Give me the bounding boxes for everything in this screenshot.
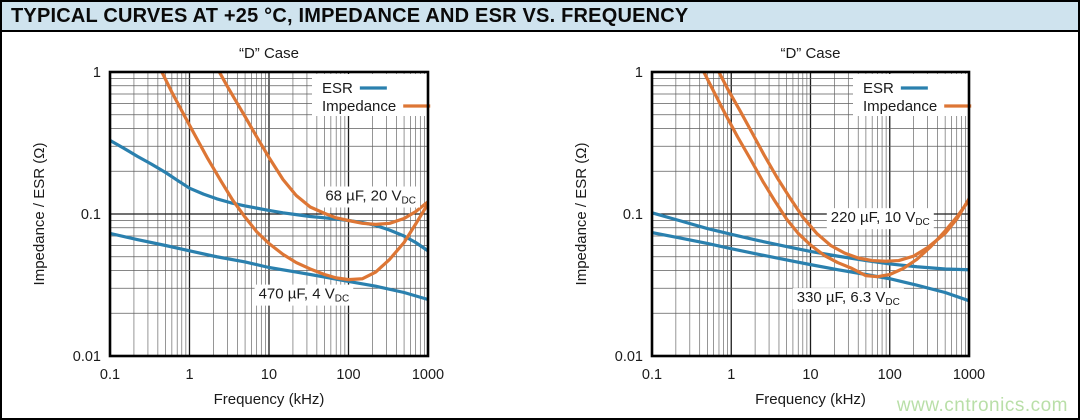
x-axis-label: Frequency (kHz) [755, 391, 866, 408]
plot-frame [650, 70, 971, 358]
x-tick-label: 100 [878, 367, 902, 383]
annotation-text: 220 µF, 10 VDC [831, 209, 930, 228]
title-bar: TYPICAL CURVES AT +25 °C, IMPEDANCE AND … [2, 2, 1078, 32]
x-tick-label: 0.1 [100, 367, 120, 383]
curve-esr-330uf-63vdc [652, 230, 969, 303]
curve-impedance-470uf-4vdc [160, 72, 428, 282]
plot-frame [108, 70, 430, 358]
x-axis-label: Frequency (kHz) [214, 391, 325, 408]
annotation-0: 68 µF, 20 VDC [321, 186, 420, 208]
x-tick-label: 0.1 [642, 367, 662, 383]
annotation-text: 68 µF, 20 VDC [325, 187, 416, 206]
annotation-text: 470 µF, 4 VDC [259, 286, 350, 305]
curve-esr-220uf-10vdc [652, 211, 969, 272]
annotation-1: 330 µF, 6.3 VDC [792, 288, 904, 310]
legend-label-esr: ESR [863, 80, 894, 97]
x-tick-label: 10 [802, 367, 818, 383]
x-tick-label: 10 [261, 367, 277, 383]
y-tick-label: 1 [93, 65, 101, 81]
legend-label-impedance: Impedance [863, 98, 937, 115]
annotation-background [321, 186, 420, 208]
y-tick-label: 1 [635, 65, 643, 81]
x-tick-label: 100 [336, 367, 360, 383]
curve-esr-470uf-4vdc [110, 231, 428, 302]
annotation-0: 220 µF, 10 VDC [826, 208, 934, 230]
chart-title: “D” Case [780, 45, 840, 62]
annotation-1: 470 µF, 4 VDC [254, 284, 354, 306]
x-tick-label: 1 [185, 367, 193, 383]
y-tick-label: 0.01 [73, 349, 101, 365]
y-tick-label: 0.01 [615, 349, 643, 365]
y-axis-label: Impedance / ESR (Ω) [573, 143, 590, 286]
legend-background [312, 74, 427, 116]
legend-label-esr: ESR [322, 80, 353, 97]
legend-background [853, 74, 968, 116]
y-tick-label: 0.1 [81, 207, 101, 223]
curve-impedance-68uf-20vdc [217, 72, 428, 226]
annotation-background [792, 288, 904, 310]
legend-label-impedance: Impedance [322, 98, 396, 115]
watermark: www.cntronics.com [896, 395, 1068, 416]
curves [652, 72, 969, 303]
annotation-background [826, 208, 934, 230]
page-title: TYPICAL CURVES AT +25 °C, IMPEDANCE AND … [11, 4, 689, 27]
curve-impedance-330uf-63vdc [702, 72, 969, 279]
curve-impedance-220uf-10vdc [717, 72, 969, 263]
x-tick-label: 1000 [953, 367, 985, 383]
chart-title: “D” Case [239, 45, 299, 62]
annotation-background [254, 284, 354, 306]
y-axis-label: Impedance / ESR (Ω) [31, 143, 48, 286]
curves [110, 72, 428, 302]
x-tick-label: 1 [727, 367, 735, 383]
y-tick-label: 0.1 [623, 207, 643, 223]
annotation-text: 330 µF, 6.3 VDC [797, 289, 900, 308]
x-tick-label: 1000 [412, 367, 444, 383]
